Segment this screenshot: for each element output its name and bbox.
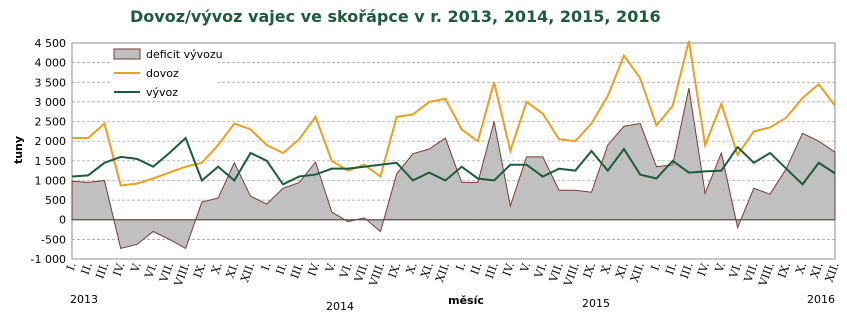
x-tick-label: V. [323, 261, 339, 275]
chart-title: Dovoz/vývoz vajec ve skořápce v r. 2013,… [130, 7, 661, 26]
x-tick-label: XI. [808, 261, 826, 280]
x-tick-label: II. [663, 261, 679, 277]
x-tick-label: VI. [337, 261, 355, 281]
legend-label: dovoz [146, 67, 179, 80]
x-tick-label: V. [712, 261, 728, 275]
y-axis-label: tuny [12, 136, 25, 164]
x-tick-label: IX. [191, 261, 209, 280]
x-tick-label: II. [273, 261, 289, 277]
x-tick-label: IV. [111, 261, 128, 278]
series-line [72, 40, 836, 187]
y-tick-label: 3 500 [35, 76, 67, 89]
x-tick-label: XI. [613, 261, 631, 280]
x-tick-label: III. [678, 261, 696, 281]
x-tick-label: X. [404, 261, 420, 276]
x-tick-label: IV. [305, 261, 322, 278]
x-tick-label: IV. [695, 261, 712, 278]
y-tick-label: 0 [59, 214, 66, 227]
x-tick-label: XII. [823, 261, 842, 284]
x-tick-label: IV. [500, 261, 517, 278]
year-label: 2014 [326, 300, 354, 313]
x-tick-label: IX. [776, 261, 794, 280]
x-tick-label: V. [128, 261, 144, 275]
x-tick-label: VI. [142, 261, 160, 281]
x-tick-label: IX. [581, 261, 599, 280]
legend-label: deficit vývozu [146, 48, 223, 61]
y-tick-label: 4 000 [35, 57, 67, 70]
x-tick-label: X. [598, 261, 614, 276]
x-tick-label: I. [259, 261, 274, 273]
x-tick-label: XII. [238, 261, 257, 284]
x-tick-label: X. [793, 261, 809, 276]
x-tick-label: II. [79, 261, 95, 277]
y-tick-label: -500 [41, 233, 66, 246]
year-label: 2013 [70, 293, 98, 306]
x-tick-label: XII. [628, 261, 647, 284]
y-tick-label: 1 500 [35, 155, 67, 168]
x-tick-label: I. [454, 261, 469, 273]
x-tick-label: XI. [224, 261, 242, 280]
y-tick-label: 2 000 [35, 135, 67, 148]
x-tick-label: X. [209, 261, 225, 276]
year-label: 2016 [807, 293, 835, 306]
deficit-area [71, 88, 836, 250]
legend-label: vývoz [146, 86, 178, 99]
series-line [71, 136, 836, 186]
year-label: 2015 [582, 297, 610, 310]
y-tick-label: 4 500 [35, 37, 67, 50]
x-tick-label: I. [648, 261, 663, 273]
x-tick-label: III. [288, 261, 306, 281]
x-axis-label: měsíc [448, 294, 484, 307]
x-tick-label: V. [518, 261, 534, 275]
y-tick-label: 2 500 [35, 116, 67, 129]
x-tick-label: I. [64, 261, 79, 273]
y-tick-label: 3 000 [35, 96, 67, 109]
x-tick-label: XI. [418, 261, 436, 280]
x-tick-label: VI. [532, 261, 550, 281]
x-tick-label: IX. [386, 261, 404, 280]
x-tick-label: III. [483, 261, 501, 281]
y-tick-label: 1 000 [35, 174, 67, 187]
x-tick-label: II. [468, 261, 484, 277]
x-tick-label: XII. [433, 261, 452, 284]
x-tick-label: VI. [726, 261, 744, 281]
x-tick-label: III. [93, 261, 111, 281]
y-tick-label: 500 [45, 194, 66, 207]
legend-swatch [113, 48, 141, 60]
y-tick-label: -1 000 [31, 253, 66, 266]
